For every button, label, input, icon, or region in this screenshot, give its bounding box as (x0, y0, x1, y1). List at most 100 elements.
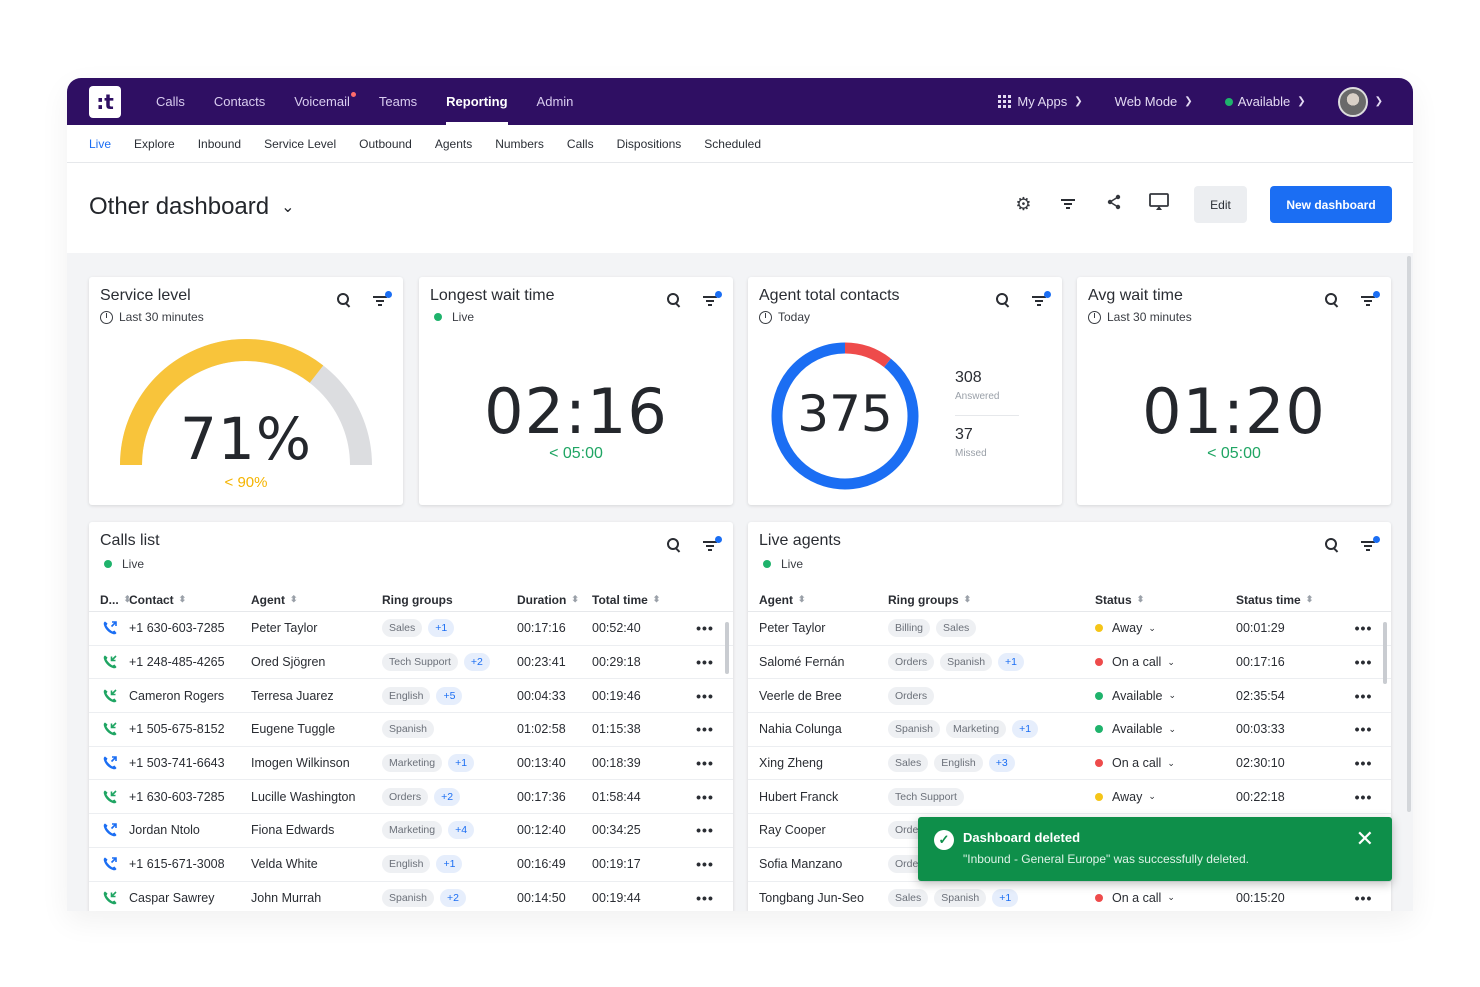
more-horizontal-icon[interactable]: ••• (1354, 687, 1373, 704)
table-row[interactable]: +1 630-603-7285 Peter Taylor Sales +1 00:17:… (89, 612, 733, 646)
edit-button[interactable]: Edit (1194, 186, 1247, 223)
column-header[interactable]: Status ⬍ (1095, 593, 1236, 607)
column-header[interactable]: Agent ⬍ (748, 593, 888, 607)
more-groups-chip[interactable]: +3 (988, 754, 1015, 773)
table-row[interactable]: Nahia Colunga Spanish Marketing +1 Available… (748, 713, 1391, 747)
more-horizontal-icon[interactable]: ••• (696, 822, 714, 839)
more-groups-chip[interactable]: +1 (436, 855, 463, 874)
new-dashboard-button[interactable]: New dashboard (1270, 186, 1392, 223)
more-groups-chip[interactable]: +1 (992, 888, 1019, 907)
more-horizontal-icon[interactable]: ••• (1354, 889, 1373, 906)
search-icon[interactable] (667, 293, 681, 307)
table-row[interactable]: Salomé Fernán Orders Spanish +1 On a call ⌄ 00… (748, 646, 1391, 680)
table-row[interactable]: Caspar Sawrey John Murrah Spanish +2 00:14:5… (89, 882, 733, 912)
table-row[interactable]: +1 503-741-6643 Imogen Wilkinson Marketing… (89, 747, 733, 781)
more-horizontal-icon[interactable]: ••• (1354, 788, 1373, 805)
table-row[interactable]: Xing Zheng Sales English +3 On a call ⌄ 02:30:… (748, 747, 1391, 781)
search-icon[interactable] (667, 538, 681, 552)
column-header[interactable]: Contact ⬍ (129, 593, 251, 607)
filter-icon[interactable] (703, 536, 722, 552)
cast-screen-icon[interactable] (1136, 193, 1181, 216)
filter-icon[interactable] (703, 291, 722, 307)
subnav-service-level[interactable]: Service Level (264, 136, 337, 151)
subnav-numbers[interactable]: Numbers (495, 136, 544, 151)
subnav-agents[interactable]: Agents (434, 136, 473, 151)
column-header[interactable]: Status time ⬍ (1236, 593, 1336, 607)
column-header[interactable]: Duration ⬍ (517, 593, 592, 607)
more-horizontal-icon[interactable]: ••• (1354, 620, 1373, 637)
calls-scrollbar[interactable] (725, 622, 729, 674)
more-groups-chip[interactable]: +2 (439, 888, 466, 907)
more-horizontal-icon[interactable]: ••• (696, 755, 714, 772)
table-row[interactable]: +1 505-675-8152 Eugene Tuggle Spanish 01:02… (89, 713, 733, 747)
search-icon[interactable] (1325, 293, 1339, 307)
close-icon[interactable]: ✕ (1355, 827, 1374, 852)
search-icon[interactable] (996, 293, 1010, 307)
agents-scrollbar[interactable] (1383, 622, 1387, 684)
settings-gear-icon[interactable]: ⚙ (1015, 194, 1032, 214)
more-groups-chip[interactable]: +2 (434, 787, 461, 806)
filter-icon[interactable] (1361, 291, 1380, 307)
subnav-inbound[interactable]: Inbound (197, 136, 242, 151)
nav-item-calls[interactable]: Calls (156, 78, 185, 125)
search-icon[interactable] (1325, 538, 1339, 552)
nav-item-reporting[interactable]: Reporting (446, 78, 508, 125)
status-dropdown[interactable]: Available ⌄ (1095, 689, 1176, 703)
subnav-outbound[interactable]: Outbound (359, 136, 412, 151)
filter-icon[interactable] (373, 291, 392, 307)
table-row[interactable]: +1 248-485-4265 Ored Sjögren Tech Support +… (89, 646, 733, 680)
more-groups-chip[interactable]: +5 (436, 686, 463, 705)
subnav-live[interactable]: Live (89, 136, 112, 151)
table-row[interactable]: +1 630-603-7285 Lucille Washington Orders +… (89, 780, 733, 815)
table-row[interactable]: Peter Taylor Billing Sales Away ⌄ 00:01:29 ••• (748, 612, 1391, 646)
nav-item-teams[interactable]: Teams (379, 78, 417, 125)
share-icon[interactable] (1091, 194, 1136, 215)
status-dropdown[interactable]: Away ⌄ (1095, 790, 1156, 804)
more-groups-chip[interactable]: +2 (463, 653, 490, 672)
subnav-scheduled[interactable]: Scheduled (704, 136, 761, 151)
filter-button[interactable] (1046, 194, 1091, 215)
filter-icon[interactable] (1361, 536, 1380, 552)
nav-item-voicemail[interactable]: Voicemail (294, 78, 356, 125)
status-dropdown[interactable]: On a call ⌄ (1095, 655, 1175, 669)
table-row[interactable]: Tongbang Jun-Seo Sales Spanish +1 On a call ⌄… (748, 882, 1391, 912)
status-dropdown[interactable]: On a call ⌄ (1095, 756, 1175, 770)
dashboard-title-selector[interactable]: Other dashboard ⌄ (89, 193, 295, 221)
column-header[interactable]: Total time ⬍ (592, 593, 677, 607)
more-horizontal-icon[interactable]: ••• (696, 620, 714, 637)
more-horizontal-icon[interactable]: ••• (696, 889, 714, 906)
more-horizontal-icon[interactable]: ••• (696, 687, 714, 704)
subnav-calls[interactable]: Calls (566, 136, 594, 151)
subnav-explore[interactable]: Explore (134, 136, 175, 151)
nav-item-contacts[interactable]: Contacts (214, 78, 265, 125)
status-dropdown[interactable]: On a call ⌄ (1095, 891, 1175, 905)
more-groups-chip[interactable]: +1 (998, 653, 1025, 672)
table-row[interactable]: Veerle de Bree Orders Available ⌄ 02:35:54 ••… (748, 679, 1391, 714)
column-header[interactable]: Agent ⬍ (251, 593, 382, 607)
app-logo[interactable]: :t (89, 85, 121, 118)
column-header[interactable]: D... ⬍ (89, 593, 129, 607)
more-horizontal-icon[interactable]: ••• (1354, 654, 1373, 671)
more-horizontal-icon[interactable]: ••• (1354, 721, 1373, 738)
more-horizontal-icon[interactable]: ••• (1354, 755, 1373, 772)
more-horizontal-icon[interactable]: ••• (696, 856, 714, 873)
table-row[interactable]: Cameron Rogers Terresa Juarez English +5 00:… (89, 679, 733, 714)
availability-menu[interactable]: Available ❯ (1224, 94, 1306, 109)
more-groups-chip[interactable]: +1 (448, 754, 475, 773)
page-scrollbar[interactable] (1407, 256, 1411, 812)
more-horizontal-icon[interactable]: ••• (696, 721, 714, 738)
more-groups-chip[interactable]: +1 (1012, 720, 1039, 739)
more-horizontal-icon[interactable]: ••• (696, 788, 714, 805)
table-row[interactable]: +1 615-671-3008 Velda White English +1 00:16… (89, 848, 733, 882)
subnav-dispositions[interactable]: Dispositions (616, 136, 682, 151)
status-dropdown[interactable]: Available ⌄ (1095, 722, 1176, 736)
my-apps-menu[interactable]: My Apps ❯ (998, 94, 1083, 109)
more-groups-chip[interactable]: +4 (448, 821, 475, 840)
more-groups-chip[interactable]: +1 (428, 619, 455, 638)
table-row[interactable]: Hubert Franck Tech Support Away ⌄ 00:22:18 ••… (748, 780, 1391, 815)
web-mode-menu[interactable]: Web Mode ❯ (1115, 94, 1193, 109)
status-dropdown[interactable]: Away ⌄ (1095, 621, 1156, 635)
column-header[interactable]: Ring groups ⬍ (888, 593, 1095, 607)
table-row[interactable]: Jordan Ntolo Fiona Edwards Marketing +4 00:1… (89, 814, 733, 848)
more-horizontal-icon[interactable]: ••• (696, 654, 714, 671)
